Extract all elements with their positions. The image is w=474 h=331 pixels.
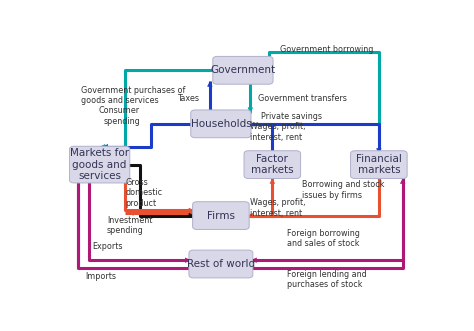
Text: Wages, profit,
interest, rent: Wages, profit, interest, rent [250, 122, 306, 142]
FancyBboxPatch shape [189, 250, 253, 278]
Text: Government transfers: Government transfers [258, 94, 346, 103]
Text: Factor
markets: Factor markets [251, 154, 293, 175]
Text: Borrowing and stock
issues by firms: Borrowing and stock issues by firms [301, 180, 384, 200]
Text: Government purchases of
goods and services: Government purchases of goods and servic… [82, 86, 186, 105]
Text: Private savings: Private savings [261, 112, 322, 121]
Text: Exports: Exports [92, 242, 123, 251]
Text: Wages, profit,
interest, rent: Wages, profit, interest, rent [250, 198, 306, 218]
FancyBboxPatch shape [244, 151, 301, 178]
FancyBboxPatch shape [70, 146, 130, 183]
Text: Markets for
goods and
services: Markets for goods and services [70, 148, 129, 181]
Text: Households: Households [191, 119, 251, 129]
Text: Imports: Imports [85, 272, 116, 281]
Text: Financial
markets: Financial markets [356, 154, 402, 175]
FancyBboxPatch shape [191, 110, 251, 138]
Text: Government: Government [210, 65, 275, 75]
Text: Investment
spending: Investment spending [107, 216, 152, 235]
Text: Taxes: Taxes [177, 94, 199, 103]
Text: Gross
domestic
product: Gross domestic product [125, 178, 163, 208]
Text: Rest of world: Rest of world [187, 259, 255, 269]
FancyBboxPatch shape [192, 202, 249, 229]
Text: Government borrowing: Government borrowing [280, 45, 373, 54]
Text: Firms: Firms [207, 211, 235, 220]
Text: Consumer
spending: Consumer spending [99, 107, 140, 126]
Text: Foreign borrowing
and sales of stock: Foreign borrowing and sales of stock [287, 229, 360, 248]
Text: Foreign lending and
purchases of stock: Foreign lending and purchases of stock [287, 269, 367, 289]
FancyBboxPatch shape [213, 56, 273, 84]
FancyBboxPatch shape [351, 151, 407, 178]
